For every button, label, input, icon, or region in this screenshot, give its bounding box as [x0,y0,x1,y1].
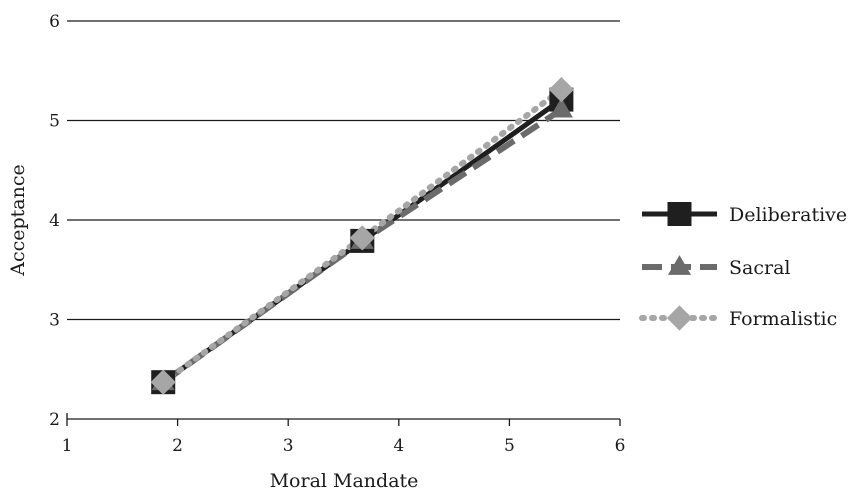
legend-item-formalistic: Formalistic [639,305,837,331]
data-point [150,369,176,395]
x-tick-label: 1 [62,436,73,456]
legend-item-deliberative: Deliberative [642,202,847,226]
legend-marker [667,202,692,226]
x-tick-label: 4 [393,436,404,456]
data-point [549,97,573,118]
legend-marker [666,305,693,331]
y-tick-label: 4 [49,211,60,231]
markers-formalistic [150,77,575,395]
data-point [548,77,575,103]
grid-lines [67,20,620,321]
x-axis-title: Moral Mandate [270,470,419,492]
y-tick-label: 5 [49,112,60,132]
x-tick-label: 5 [504,436,515,456]
y-tick-label: 3 [49,311,60,331]
series-line [160,86,565,386]
y-tick-label: 2 [49,410,60,430]
series-formalistic [160,86,565,386]
legend-label: Formalistic [729,308,837,330]
legend-item-sacral: Sacral [642,255,790,279]
x-tick-label: 2 [172,436,183,456]
data-point [349,225,375,251]
x-tick-label: 3 [283,436,294,456]
legend-label: Deliberative [729,204,847,226]
y-axis-title: Acceptance [7,164,29,277]
legend: Deliberative Sacral Formalistic [639,202,847,331]
legend-label: Sacral [729,257,790,279]
legend-marker [667,255,692,275]
x-tick-label: 6 [615,436,626,456]
axes [66,413,621,426]
y-tick-label: 6 [49,12,60,32]
series-layer [150,77,575,395]
